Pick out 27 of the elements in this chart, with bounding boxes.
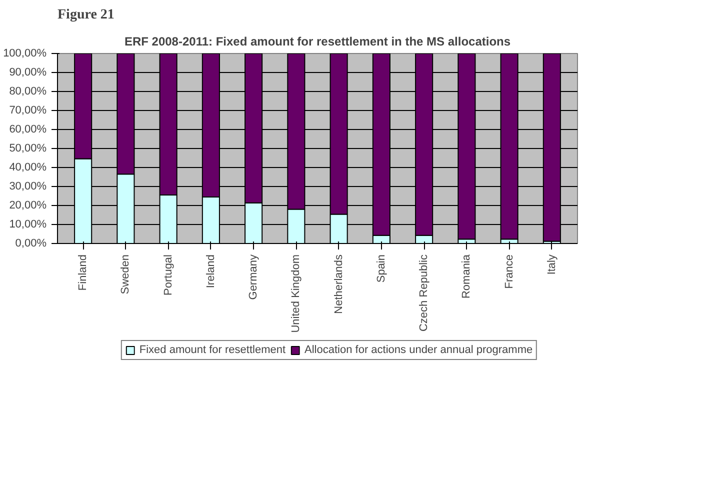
- x-tick-label: Finland: [77, 254, 90, 291]
- x-tick-label: Ireland: [204, 254, 217, 288]
- x-tick-label: Germany: [248, 254, 260, 300]
- x-tick-label: Romania: [460, 254, 473, 299]
- caption: Figure 21: [58, 8, 114, 22]
- x-tick-label: United Kingdom: [290, 254, 302, 333]
- x-tick-label: France: [503, 254, 516, 289]
- y-tick-label: 30,00%: [9, 180, 47, 192]
- x-tick-label: Spain: [375, 254, 388, 283]
- y-tick-label: 10,00%: [9, 218, 47, 230]
- legend-label: Fixed amount for resettlement: [139, 344, 286, 356]
- x-tick-label: Italy: [546, 254, 558, 275]
- chart-title: ERF 2008-2011: Fixed amount for resettlement in the MS allocations: [124, 34, 511, 48]
- x-tick-label: Sweden: [120, 254, 132, 294]
- y-tick-label: 40,00%: [9, 162, 47, 174]
- y-tick-label: 90,00%: [9, 66, 47, 78]
- legend-label: Allocation for actions under annual programme: [304, 344, 533, 356]
- y-tick-label: 0,00%: [15, 238, 47, 250]
- y-tick-label: 70,00%: [9, 104, 47, 116]
- y-tick-label: 50,00%: [9, 142, 47, 154]
- y-tick-label: 20,00%: [9, 200, 47, 212]
- x-tick-label: Portugal: [162, 254, 174, 296]
- y-tick-label: 60,00%: [9, 124, 47, 136]
- y-tick-label: 100,00%: [3, 48, 47, 60]
- x-tick-label: Czech Republic: [418, 254, 430, 332]
- x-tick-label: Netherlands: [332, 254, 345, 314]
- y-tick-label: 80,00%: [9, 86, 47, 98]
